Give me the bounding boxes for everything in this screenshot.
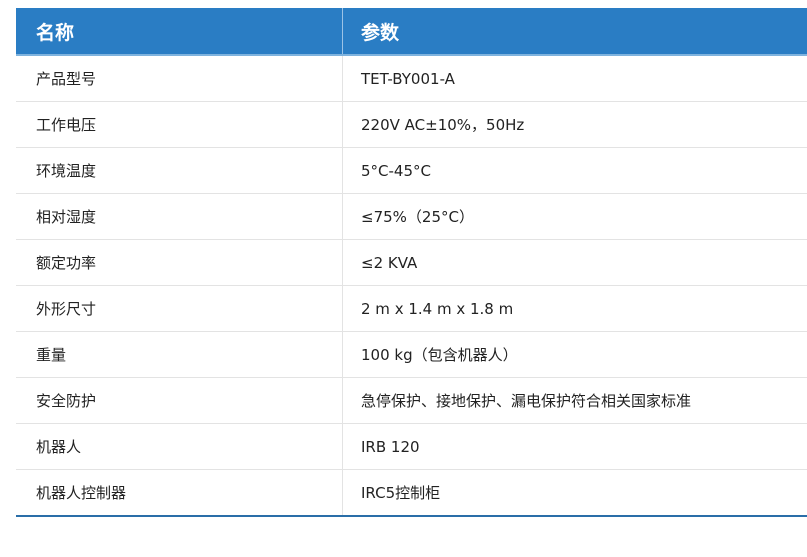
table-row: 外形尺寸 2 m x 1.4 m x 1.8 m — [16, 285, 807, 332]
row-value: 100 kg（包含机器人） — [342, 331, 807, 378]
table-row: 环境温度 5°C-45°C — [16, 147, 807, 194]
row-name: 机器人控制器 — [16, 469, 343, 517]
row-value: IRB 120 — [342, 423, 807, 470]
row-value: IRC5控制柜 — [342, 469, 807, 517]
table-row: 产品型号 TET-BY001-A — [16, 55, 807, 102]
row-value: ≤2 KVA — [342, 239, 807, 286]
spec-table: 名称 参数 产品型号 TET-BY001-A 工作电压 220V AC±10%，50H… — [16, 8, 807, 517]
table-row: 重量 100 kg（包含机器人） — [16, 331, 807, 378]
row-name: 安全防护 — [16, 377, 343, 424]
table-row: 相对湿度 ≤75%（25°C） — [16, 193, 807, 240]
table-row: 额定功率 ≤2 KVA — [16, 239, 807, 286]
row-name: 产品型号 — [16, 55, 343, 102]
row-name: 环境温度 — [16, 147, 343, 194]
row-value: TET-BY001-A — [342, 55, 807, 102]
table-header: 名称 参数 — [16, 8, 807, 56]
row-value: 220V AC±10%，50Hz — [342, 101, 807, 148]
header-param: 参数 — [342, 8, 807, 56]
row-name: 工作电压 — [16, 101, 343, 148]
table-row: 机器人 IRB 120 — [16, 423, 807, 470]
table-row: 工作电压 220V AC±10%，50Hz — [16, 101, 807, 148]
row-name: 重量 — [16, 331, 343, 378]
row-value: ≤75%（25°C） — [342, 193, 807, 240]
row-name: 机器人 — [16, 423, 343, 470]
row-value: 急停保护、接地保护、漏电保护符合相关国家标准 — [342, 377, 807, 424]
row-value: 2 m x 1.4 m x 1.8 m — [342, 285, 807, 332]
row-name: 额定功率 — [16, 239, 343, 286]
header-name: 名称 — [16, 8, 343, 56]
row-name: 相对湿度 — [16, 193, 343, 240]
table-row: 安全防护 急停保护、接地保护、漏电保护符合相关国家标准 — [16, 377, 807, 424]
row-value: 5°C-45°C — [342, 147, 807, 194]
row-name: 外形尺寸 — [16, 285, 343, 332]
table-row: 机器人控制器 IRC5控制柜 — [16, 469, 807, 517]
